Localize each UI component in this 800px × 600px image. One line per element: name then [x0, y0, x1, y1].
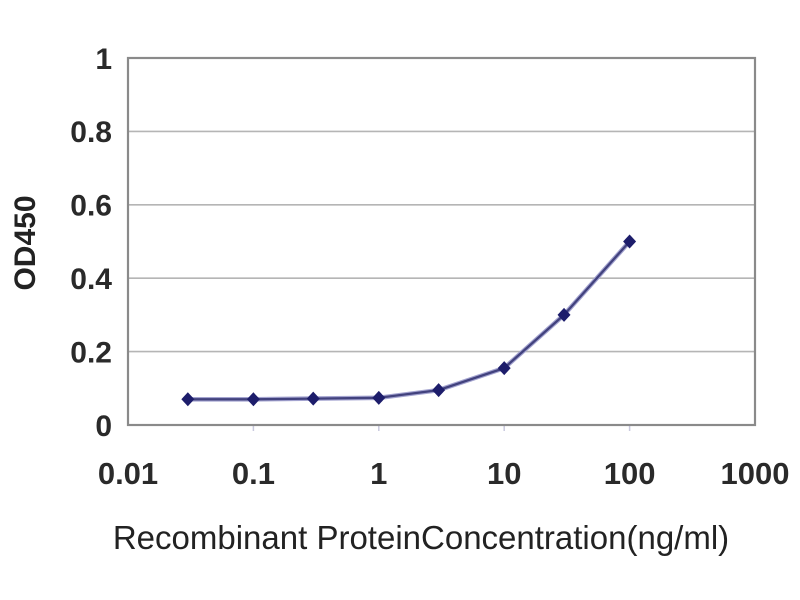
data-point-marker — [181, 392, 195, 407]
x-tick-label: 0.1 — [232, 456, 275, 491]
data-point-marker — [372, 390, 386, 405]
y-tick-label: 0.8 — [70, 116, 112, 149]
plot-area — [128, 58, 755, 425]
series-line — [187, 240, 631, 401]
y-tick-label: 1 — [95, 43, 112, 76]
x-tick-label: 1000 — [721, 456, 790, 491]
x-tick-label: 1 — [370, 456, 387, 491]
x-axis-title: Recombinant ProteinConcentration(ng/ml) — [113, 519, 729, 556]
x-tick-label: 10 — [487, 456, 521, 491]
x-tick-label: 100 — [604, 456, 656, 491]
data-point-marker — [497, 361, 511, 376]
x-tick-label: 0.01 — [98, 456, 158, 491]
plot-border — [126, 56, 757, 427]
data-point-marker — [557, 307, 571, 322]
data-point-marker — [432, 383, 446, 398]
data-point-marker — [306, 391, 320, 406]
y-tick-label: 0.4 — [70, 263, 112, 296]
data-point-marker — [623, 234, 637, 249]
data-point-marker — [246, 392, 260, 407]
y-tick-label: 0 — [95, 410, 112, 443]
y-tick-label: 0.2 — [70, 336, 112, 369]
y-axis-title: OD450 — [9, 195, 42, 290]
y-tick-label: 0.6 — [70, 190, 112, 223]
